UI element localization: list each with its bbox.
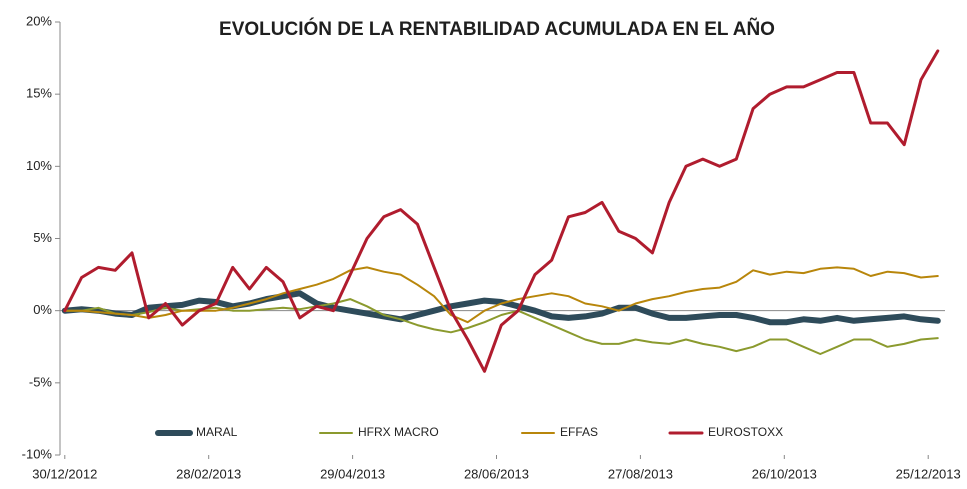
- series-line: [63, 266, 939, 324]
- x-tick-label: 28/02/2013: [176, 466, 241, 481]
- y-tick-label: 10%: [26, 158, 52, 173]
- legend-label: EFFAS: [560, 425, 598, 439]
- x-tick-label: 25/12/2013: [896, 466, 961, 481]
- x-tick-label: 30/12/2012: [32, 466, 97, 481]
- x-tick-label: 27/08/2013: [608, 466, 673, 481]
- x-tick-label: 28/06/2013: [464, 466, 529, 481]
- legend-label: EUROSTOXX: [708, 425, 783, 439]
- legend-label: HFRX MACRO: [358, 425, 439, 439]
- series-line: [63, 298, 939, 355]
- series-line: [63, 49, 940, 373]
- y-tick-label: 0%: [33, 302, 52, 317]
- y-tick-label: 20%: [26, 13, 52, 28]
- chart-title: EVOLUCIÓN DE LA RENTABILIDAD ACUMULADA E…: [219, 18, 775, 40]
- y-tick-label: 5%: [33, 230, 52, 245]
- x-tick-label: 26/10/2013: [752, 466, 817, 481]
- series-line: [61, 290, 941, 326]
- legend-label: MARAL: [196, 425, 238, 439]
- y-tick-label: -5%: [29, 374, 53, 389]
- x-tick-label: 29/04/2013: [320, 466, 385, 481]
- y-tick-label: -10%: [22, 446, 53, 461]
- y-tick-label: 15%: [26, 86, 52, 101]
